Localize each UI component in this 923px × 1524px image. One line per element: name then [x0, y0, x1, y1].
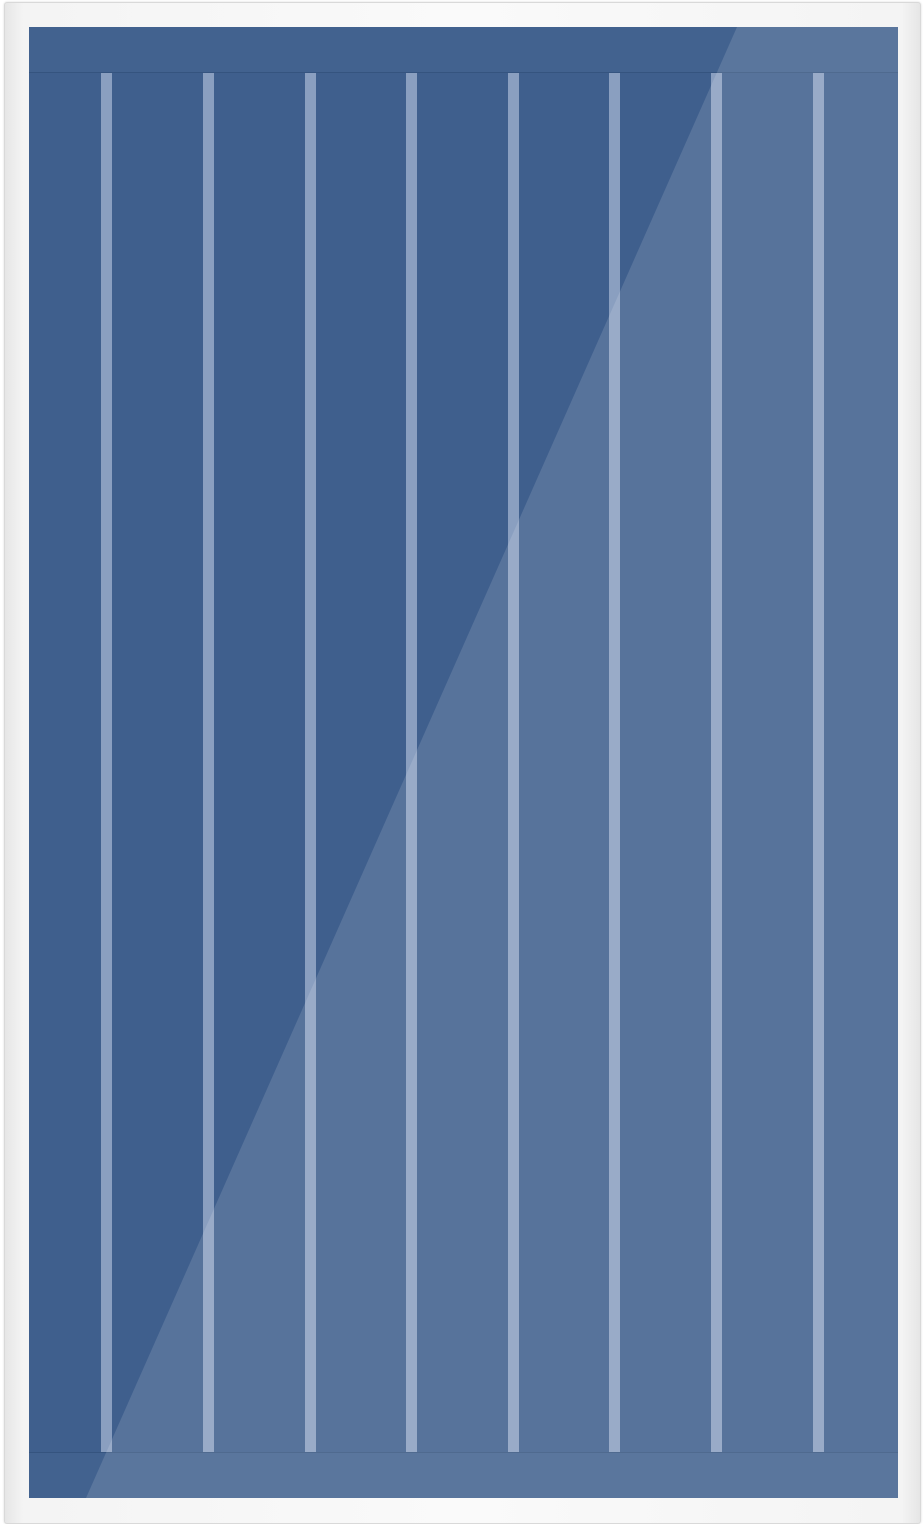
riser-tube — [711, 73, 722, 1452]
riser-tube — [101, 73, 112, 1452]
riser-tube — [406, 73, 417, 1452]
bottom-header-pipe — [29, 1452, 898, 1498]
absorber-panel — [29, 27, 898, 1498]
riser-tube — [305, 73, 316, 1452]
riser-tube — [609, 73, 620, 1452]
riser-tube — [508, 73, 519, 1452]
glass-glare-overlay — [86, 27, 898, 1498]
top-header-pipe — [29, 27, 898, 73]
riser-tube — [813, 73, 824, 1452]
riser-tube — [203, 73, 214, 1452]
